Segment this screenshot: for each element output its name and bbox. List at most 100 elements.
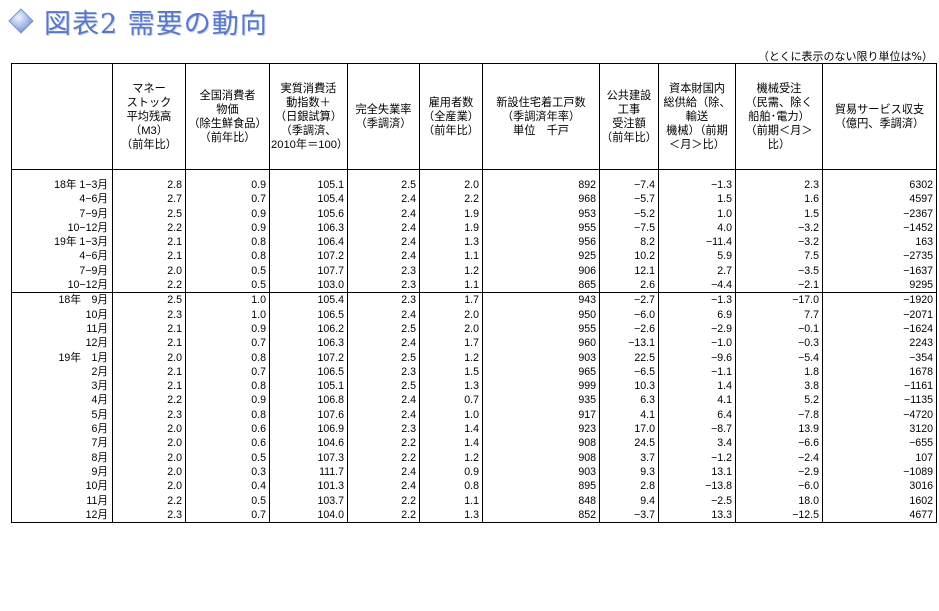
table-cell: −1.1	[658, 364, 736, 380]
table-cell: 0.9	[185, 393, 270, 408]
table-cell: 1.9	[419, 220, 483, 236]
table-cell: 935	[482, 393, 600, 408]
table-cell: 0.8	[419, 479, 483, 494]
table-cell: 163	[822, 235, 937, 250]
table-cell: 2.2	[112, 493, 186, 508]
table-cell: 923	[482, 422, 600, 437]
table-cell: 8.2	[599, 235, 659, 250]
table-cell: 111.7	[269, 464, 348, 480]
table-cell: 908	[482, 450, 600, 465]
table-cell: 106.3	[269, 220, 348, 236]
row-label: 18年 9月	[58, 294, 108, 307]
table-cell: 3.7	[599, 450, 659, 465]
table-cell: 107.7	[269, 263, 348, 279]
table-cell: −1.2	[658, 450, 736, 465]
table-cell: −3.5	[735, 263, 823, 279]
table-cell: 2.3	[112, 407, 186, 423]
table-cell: −9.6	[658, 350, 736, 365]
table-row: 12月 2.1 0.7 106.3 2.4 1.7 960 −13.1 −1.0 −0.3 2243	[11, 336, 937, 351]
page-title: 図表2 需要の動向	[44, 8, 268, 40]
table-cell: 999	[482, 379, 600, 394]
table-cell: 965	[482, 364, 600, 380]
row-label: 10月	[85, 480, 108, 493]
table-cell: 2.0	[112, 436, 186, 451]
table-cell: −5.4	[735, 350, 823, 365]
table-cell: 4597	[822, 192, 937, 207]
table-cell: 2.3	[347, 422, 420, 437]
table-cell: 106.3	[269, 336, 348, 351]
table-cell: 4.0	[658, 220, 736, 236]
table-cell: −5.7	[599, 192, 659, 207]
table-cell: 10.3	[599, 379, 659, 394]
table-cell: 2.4	[347, 249, 420, 264]
table-cell: 12.1	[599, 263, 659, 279]
table-cell: 104.0	[269, 507, 348, 524]
table-cell: 2.0	[419, 307, 483, 322]
table-cell: 4677	[822, 507, 937, 524]
table-cell: 0.3	[185, 464, 270, 480]
table-cell: 2.2	[347, 507, 420, 524]
row-label: 7月	[91, 437, 109, 450]
table-cell: 1.3	[419, 507, 483, 524]
table-cell: 0.8	[185, 350, 270, 365]
row-label: 12月	[85, 337, 108, 350]
table-cell: 1.7	[419, 336, 483, 351]
column-header-8: 資本財国内 総供給（除、 輸送 機械）（前期 ＜月＞比）	[658, 63, 736, 170]
table-cell: −2.9	[658, 321, 736, 337]
table-cell: 2.2	[347, 450, 420, 465]
row-label: 6月	[91, 423, 109, 436]
table-cell: 7.5	[735, 249, 823, 264]
table-cell: 1.9	[419, 206, 483, 221]
table-row: 19年 1月 2.0 0.8 107.2 2.5 1.2 903 22.5 −9.6 −5.4 −3…	[11, 350, 937, 365]
table-cell: 7.7	[735, 307, 823, 322]
table-cell: −5.2	[599, 206, 659, 221]
table-cell: −7.8	[735, 407, 823, 423]
table-cell: −1624	[822, 321, 937, 337]
table-cell: 103.7	[269, 493, 348, 508]
table-cell: −2.5	[658, 493, 736, 508]
table-cell: −2071	[822, 307, 937, 322]
table-row: 7月 2.0 0.6 104.6 2.2 1.4 908 24.5 3.4 −6.6 −655	[11, 436, 937, 451]
table-cell: −4.4	[658, 278, 736, 294]
column-header-10: 貿易サービス収支 （億円、季調済）	[822, 63, 937, 170]
table-cell: 2.0	[112, 464, 186, 480]
unit-note: （とくに表示のない限り単位は%）	[757, 50, 933, 63]
table-cell: 0.6	[185, 422, 270, 437]
table-cell: 2.0	[419, 321, 483, 337]
table-cell: 953	[482, 206, 600, 221]
table-cell: 3.8	[735, 379, 823, 394]
table-cell: 892	[482, 178, 600, 193]
table-cell: 2.8	[599, 479, 659, 494]
table-cell: 2.1	[112, 336, 186, 351]
table-row: 7−9月 2.0 0.5 107.7 2.3 1.2 906 12.1 2.7 −3.5 −1637	[11, 263, 937, 279]
table-cell: −0.1	[735, 321, 823, 337]
table-cell: 1.5	[735, 206, 823, 221]
table-cell: −1452	[822, 220, 937, 236]
row-label: 10−12月	[67, 279, 108, 292]
row-label: 7−9月	[79, 264, 108, 277]
table-row: 4−6月 2.1 0.8 107.2 2.4 1.1 925 10.2 5.9 7.5 −2735	[11, 249, 937, 264]
table-cell: 2.1	[112, 321, 186, 337]
table-cell: −4720	[822, 407, 937, 423]
column-header-5: 雇用者数 （全産業） （前年比）	[419, 63, 483, 170]
row-label: 18年 1−3月	[54, 179, 108, 191]
table-row: 6月 2.0 0.6 106.9 2.3 1.4 923 17.0 −8.7 13.9 3120	[11, 422, 937, 437]
table-cell: 0.9	[419, 464, 483, 480]
row-label: 11月	[86, 322, 108, 335]
table-cell: 3.4	[658, 436, 736, 451]
table-cell: 2.7	[112, 192, 186, 207]
table-cell: 2.4	[347, 220, 420, 236]
table-cell: −12.5	[735, 507, 823, 524]
row-label: 8月	[91, 451, 109, 464]
table-cell: −6.5	[599, 364, 659, 380]
table-cell: −3.2	[735, 235, 823, 250]
table-cell: 107.2	[269, 249, 348, 264]
table-cell: 2.3	[347, 278, 420, 294]
table-row: 18年 9月 2.5 1.0 105.4 2.3 1.7 943 −2.7 −1.3 −17.0−…	[11, 292, 937, 308]
table-cell: 2.0	[112, 479, 186, 494]
table-cell: 22.5	[599, 350, 659, 365]
table-cell: 3120	[822, 422, 937, 437]
table-cell: −2.1	[735, 278, 823, 294]
table-cell: 0.6	[185, 436, 270, 451]
table-cell: 1.1	[419, 249, 483, 264]
